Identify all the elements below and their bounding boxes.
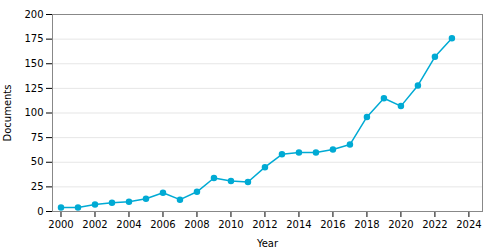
svg-text:75: 75 <box>31 132 44 143</box>
svg-text:25: 25 <box>31 181 44 192</box>
svg-text:2022: 2022 <box>422 219 447 230</box>
svg-text:2006: 2006 <box>150 219 175 230</box>
svg-text:2018: 2018 <box>354 219 379 230</box>
svg-text:2004: 2004 <box>116 219 141 230</box>
svg-text:0: 0 <box>37 206 43 217</box>
svg-text:125: 125 <box>24 83 43 94</box>
svg-text:2010: 2010 <box>218 219 243 230</box>
svg-text:Documents: Documents <box>2 84 13 141</box>
svg-text:2016: 2016 <box>320 219 345 230</box>
svg-text:150: 150 <box>24 58 43 69</box>
svg-text:2024: 2024 <box>456 219 481 230</box>
svg-text:2002: 2002 <box>82 219 107 230</box>
svg-text:2020: 2020 <box>388 219 413 230</box>
svg-text:2012: 2012 <box>252 219 277 230</box>
svg-text:50: 50 <box>31 156 44 167</box>
svg-text:Year: Year <box>256 238 279 249</box>
svg-text:100: 100 <box>24 107 43 118</box>
svg-text:200: 200 <box>24 9 43 20</box>
svg-text:2008: 2008 <box>184 219 209 230</box>
svg-text:175: 175 <box>24 33 43 44</box>
svg-text:2014: 2014 <box>286 219 311 230</box>
svg-text:2000: 2000 <box>48 219 73 230</box>
